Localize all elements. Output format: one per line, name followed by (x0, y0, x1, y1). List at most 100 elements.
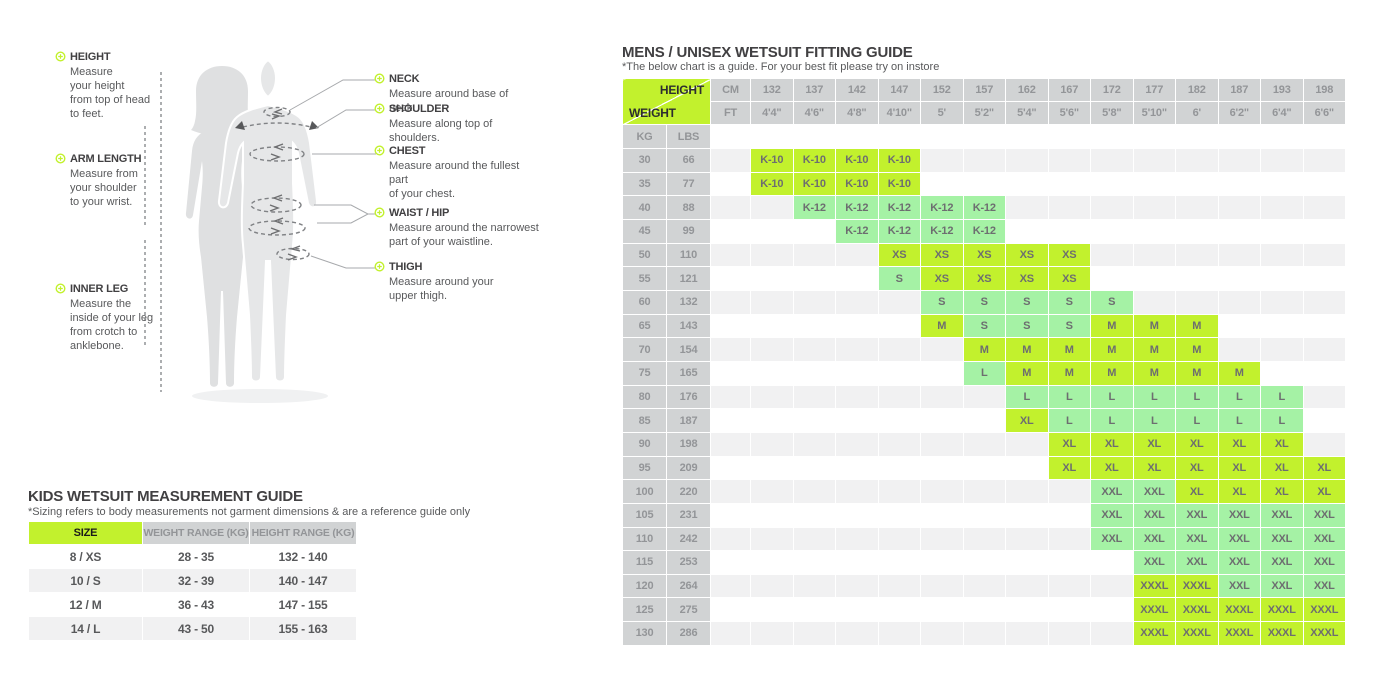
empty-cell (792, 550, 836, 575)
empty-cell (792, 573, 836, 599)
spacer-cell (920, 124, 964, 149)
empty-cell (1090, 171, 1134, 197)
empty-cell (750, 455, 794, 481)
lbs-value-cell: 286 (666, 621, 711, 646)
lbs-value-cell: 187 (666, 408, 711, 433)
shoulder-leader (315, 109, 376, 129)
empty-cell (1302, 195, 1346, 220)
lbs-value-cell: 220 (666, 479, 711, 504)
spacer-cell (835, 124, 879, 149)
label-title: WAIST / HIP (389, 207, 450, 219)
size-cell: L (1005, 384, 1049, 410)
empty-cell (835, 621, 879, 646)
empty-cell (877, 289, 921, 315)
spacer-cell (750, 124, 794, 149)
empty-cell (962, 431, 1006, 457)
weight-row-130: 130 286 XXXL XXXL XXXL XXXL XXXL (622, 621, 1346, 646)
height-weight-corner-cell: HEIGHT WEIGHT (622, 78, 711, 125)
size-cell: M (1132, 337, 1176, 362)
empty-cell (1005, 431, 1049, 457)
empty-cell (1302, 148, 1346, 173)
empty-cell (750, 266, 794, 291)
size-cell: XL (1217, 455, 1261, 481)
size-cell: K-10 (877, 171, 921, 197)
empty-cell (920, 573, 964, 599)
weight-row-45: 45 99 K-12 K-12 K-12 K-12 (622, 218, 1346, 244)
size-cell: XS (877, 242, 921, 268)
empty-cell (792, 621, 836, 646)
size-cell: XXL (1175, 502, 1219, 528)
empty-cell (1005, 455, 1049, 481)
corner-height-label: HEIGHT (659, 83, 704, 97)
size-cell: L (1090, 408, 1134, 433)
range-column-header: HEIGHT RANGE (KG) (249, 521, 357, 545)
size-value-cell: 10 / S (28, 568, 143, 593)
height-cm-cell: 187 (1217, 78, 1261, 102)
size-cell: XXL (1175, 526, 1219, 552)
unit-spacer-cell (710, 621, 751, 646)
empty-cell (1132, 218, 1176, 244)
empty-cell (920, 408, 964, 433)
plus-circle-icon (55, 283, 66, 294)
neck-leader (289, 79, 376, 111)
empty-cell (877, 408, 921, 433)
kg-value-cell: 45 (622, 218, 667, 244)
empty-cell (1132, 195, 1176, 220)
size-cell: XL (1047, 431, 1091, 457)
empty-cell (962, 171, 1006, 197)
size-cell: L (1175, 408, 1219, 433)
size-cell: K-10 (792, 171, 836, 197)
waist-measure-ellipse (250, 197, 302, 213)
size-cell: M (1047, 337, 1091, 362)
empty-cell (1260, 148, 1304, 173)
spacer-cell (962, 124, 1006, 149)
male-silhouette (217, 56, 319, 383)
empty-cell (962, 550, 1006, 575)
size-cell: XS (1047, 242, 1091, 268)
kg-value-cell: 65 (622, 313, 667, 339)
size-cell: XXXL (1302, 597, 1346, 623)
empty-cell (835, 479, 879, 504)
size-cell: XXL (1090, 502, 1134, 528)
empty-cell (1047, 148, 1091, 173)
label-desc: Measure your height from top of head to … (70, 66, 151, 120)
unit-spacer-cell (710, 148, 751, 173)
lbs-value-cell: 143 (666, 313, 711, 339)
size-cell: M (1090, 360, 1134, 386)
size-cell: XXXL (1217, 597, 1261, 623)
weight-row-30: 30 66 K-10 K-10 K-10 K-10 (622, 148, 1346, 173)
empty-cell (1175, 266, 1219, 291)
weight-row-55: 55 121 S XS XS XS XS (622, 266, 1346, 291)
plus-circle-icon (55, 51, 66, 62)
empty-cell (920, 360, 964, 386)
size-cell: XS (1047, 266, 1091, 291)
empty-cell (835, 526, 879, 552)
size-cell: XS (1005, 266, 1049, 291)
size-cell: XXL (1217, 526, 1261, 552)
size-cell: L (962, 360, 1006, 386)
label-desc: Measure from your shoulder to your wrist… (70, 168, 138, 208)
empty-cell (920, 502, 964, 528)
size-cell: S (920, 289, 964, 315)
empty-cell (835, 597, 879, 623)
height-cm-cell: 198 (1302, 78, 1346, 102)
label-title: CHEST (389, 145, 426, 157)
height-ft-cell: 5' (920, 101, 964, 125)
height-cm-cell: 182 (1175, 78, 1219, 102)
lbs-value-cell: 253 (666, 550, 711, 575)
range-value-cell: 132 - 140 (249, 544, 357, 569)
empty-cell (792, 266, 836, 291)
kg-value-cell: 40 (622, 195, 667, 220)
empty-cell (920, 550, 964, 575)
unit-spacer-cell (710, 597, 751, 623)
size-cell: XL (1260, 479, 1304, 504)
empty-cell (1217, 242, 1261, 268)
empty-cell (1260, 218, 1304, 244)
hip-measure-ellipse (248, 220, 306, 236)
size-cell: XL (1302, 479, 1346, 504)
empty-cell (1175, 242, 1219, 268)
range-column-header: WEIGHT RANGE (KG) (142, 521, 250, 545)
empty-cell (920, 479, 964, 504)
size-cell: S (1005, 289, 1049, 315)
measure-arrows (269, 108, 301, 261)
